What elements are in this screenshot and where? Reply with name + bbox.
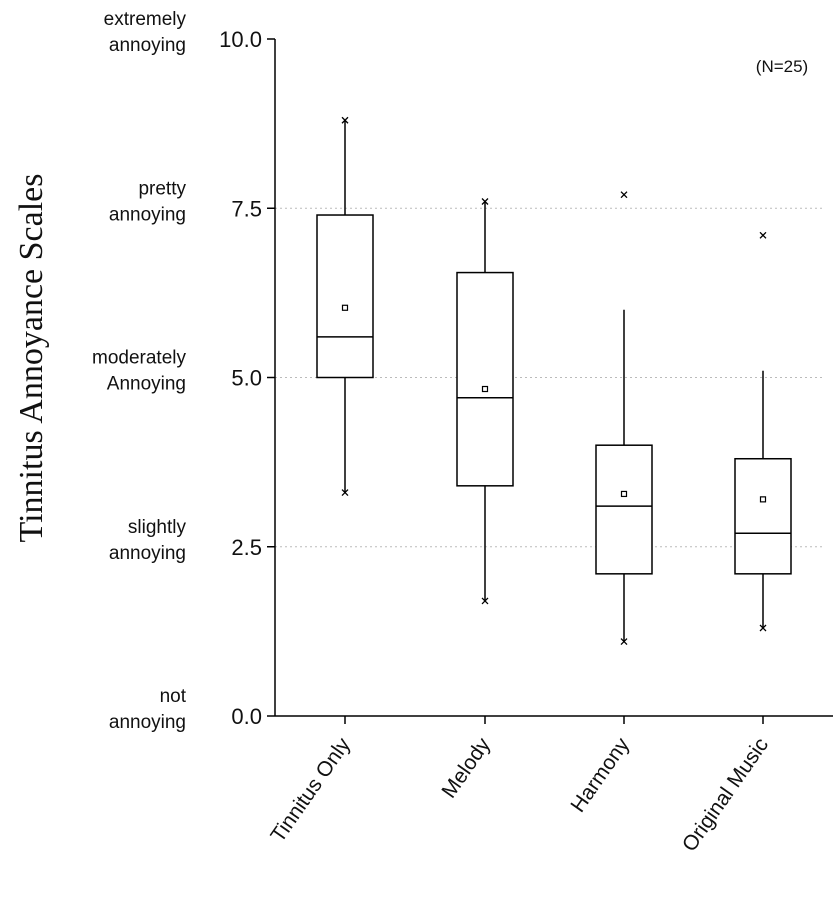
y-tick-label-2: 5.0 xyxy=(231,366,262,391)
min-marker-3 xyxy=(759,624,767,632)
max-marker-0 xyxy=(341,116,349,124)
min-marker-2 xyxy=(620,638,628,645)
x-tick-label-2: Harmony xyxy=(566,733,634,816)
x-ticks: Tinnitus Only Melody Harmony Original Music xyxy=(266,716,773,856)
y-tick-label-4: 10.0 xyxy=(219,27,262,52)
min-marker-1 xyxy=(481,597,489,605)
y-desc-label-4-1: annoying xyxy=(109,35,186,56)
y-desc-label-4-0: extremely xyxy=(104,9,187,30)
boxes xyxy=(316,116,792,645)
max-marker-2 xyxy=(620,191,628,199)
mean-marker-1 xyxy=(481,385,489,393)
mean-marker-2 xyxy=(620,490,628,498)
y-tick-label-0: 0.0 xyxy=(231,704,262,729)
y-tick-label-3: 7.5 xyxy=(231,196,262,221)
y-desc-label-0-1: annoying xyxy=(109,712,186,733)
y-axis-title: Tinnitus Annoyance Scales xyxy=(13,174,50,543)
y-tick-label-1: 2.5 xyxy=(231,535,262,560)
y-desc-label-1-0: slightly xyxy=(128,517,187,538)
y-desc-label-0-0: not xyxy=(160,686,187,707)
box-2 xyxy=(595,444,653,575)
sample-size-annotation: (N=25) xyxy=(756,57,808,76)
y-desc-label-3-0: pretty xyxy=(138,178,186,199)
max-marker-3 xyxy=(759,231,767,239)
y-desc-label-1-1: annoying xyxy=(109,543,186,564)
min-marker-0 xyxy=(341,489,349,497)
x-tick-label-3: Original Music xyxy=(678,734,773,856)
x-tick-label-1: Melody xyxy=(437,733,495,802)
y-desc-label-3-1: annoying xyxy=(109,204,186,225)
x-tick-label-0: Tinnitus Only xyxy=(266,733,355,846)
box-3 xyxy=(734,457,792,575)
y-ticks: 0.0 not annoying 2.5 slightly annoying 5.0 mode… xyxy=(92,9,275,733)
mean-marker-3 xyxy=(759,496,767,503)
max-marker-1 xyxy=(481,198,489,205)
y-desc-label-2-0: moderately xyxy=(92,348,186,369)
y-desc-label-2-1: Annoying xyxy=(107,374,186,395)
box-1 xyxy=(456,271,514,487)
box-0 xyxy=(316,214,374,379)
mean-marker-0 xyxy=(341,304,349,311)
